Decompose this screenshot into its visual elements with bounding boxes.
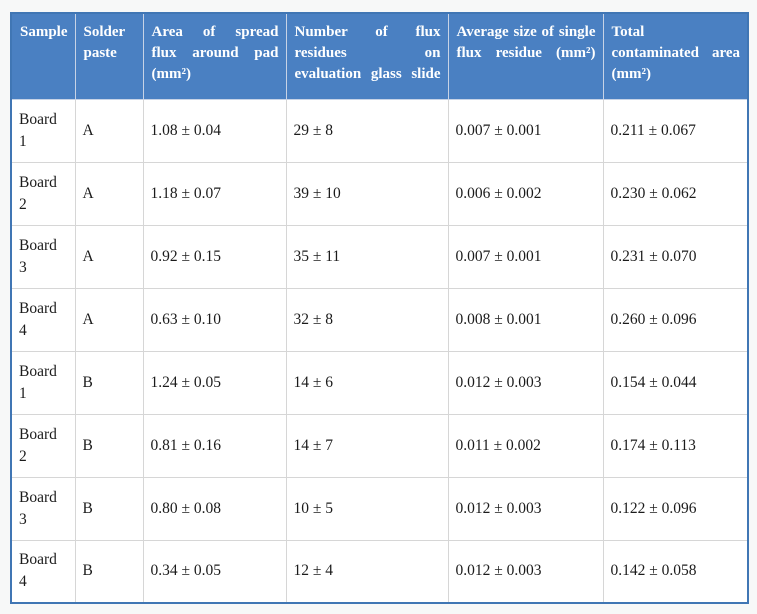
cell-avg: 0.008 ± 0.001	[447, 287, 604, 352]
cell-residues: 14 ± 6	[285, 350, 449, 415]
cell-avg: 0.007 ± 0.001	[447, 224, 604, 289]
cell-paste: A	[74, 161, 144, 226]
cell-avg: 0.007 ± 0.001	[447, 98, 604, 163]
cell-sample: Board 4	[10, 287, 76, 352]
table-header: Sample Solder paste Area of spread flux …	[10, 12, 749, 100]
flux-residue-table: Sample Solder paste Area of spread flux …	[10, 12, 749, 604]
cell-area: 0.81 ± 0.16	[142, 413, 287, 478]
cell-residues: 10 ± 5	[285, 476, 449, 541]
cell-total: 0.142 ± 0.058	[602, 539, 749, 604]
cell-residues: 32 ± 8	[285, 287, 449, 352]
cell-paste: B	[74, 350, 144, 415]
cell-paste: B	[74, 476, 144, 541]
cell-total: 0.174 ± 0.113	[602, 413, 749, 478]
cell-sample: Board 1	[10, 350, 76, 415]
cell-total: 0.230 ± 0.062	[602, 161, 749, 226]
cell-avg: 0.011 ± 0.002	[447, 413, 604, 478]
col-header-average-residue-size: Average size of single flux residue (mm²…	[447, 12, 604, 100]
table-row: Board 2 B 0.81 ± 0.16 14 ± 7 0.011 ± 0.002 0.…	[10, 413, 749, 478]
table-row: Board 1 B 1.24 ± 0.05 14 ± 6 0.012 ± 0.003 0.…	[10, 350, 749, 415]
cell-residues: 12 ± 4	[285, 539, 449, 604]
cell-paste: A	[74, 98, 144, 163]
cell-area: 0.63 ± 0.10	[142, 287, 287, 352]
cell-paste: B	[74, 539, 144, 604]
cell-total: 0.154 ± 0.044	[602, 350, 749, 415]
cell-area: 1.08 ± 0.04	[142, 98, 287, 163]
cell-avg: 0.012 ± 0.003	[447, 539, 604, 604]
cell-area: 0.92 ± 0.15	[142, 224, 287, 289]
cell-residues: 14 ± 7	[285, 413, 449, 478]
col-header-number-of-residues: Number of flux residues on evaluation gl…	[285, 12, 449, 100]
cell-sample: Board 3	[10, 224, 76, 289]
cell-total: 0.260 ± 0.096	[602, 287, 749, 352]
table-body: Board 1 A 1.08 ± 0.04 29 ± 8 0.007 ± 0.001 0.…	[10, 98, 749, 604]
cell-total: 0.122 ± 0.096	[602, 476, 749, 541]
cell-sample: Board 1	[10, 98, 76, 163]
table-row: Board 3 A 0.92 ± 0.15 35 ± 11 0.007 ± 0.001 0…	[10, 224, 749, 289]
col-header-total-contaminated: Total contaminated area (mm²)	[602, 12, 749, 100]
table-row: Board 4 B 0.34 ± 0.05 12 ± 4 0.012 ± 0.003 0.…	[10, 539, 749, 604]
cell-paste: A	[74, 224, 144, 289]
cell-avg: 0.012 ± 0.003	[447, 476, 604, 541]
cell-residues: 35 ± 11	[285, 224, 449, 289]
cell-area: 1.18 ± 0.07	[142, 161, 287, 226]
cell-sample: Board 4	[10, 539, 76, 604]
cell-paste: A	[74, 287, 144, 352]
cell-residues: 29 ± 8	[285, 98, 449, 163]
cell-total: 0.231 ± 0.070	[602, 224, 749, 289]
table-row: Board 1 A 1.08 ± 0.04 29 ± 8 0.007 ± 0.001 0.…	[10, 98, 749, 163]
table-row: Board 2 A 1.18 ± 0.07 39 ± 10 0.006 ± 0.002 0…	[10, 161, 749, 226]
col-header-area-of-spread-flux: Area of spread flux around pad (mm²)	[142, 12, 287, 100]
cell-area: 0.80 ± 0.08	[142, 476, 287, 541]
cell-avg: 0.006 ± 0.002	[447, 161, 604, 226]
cell-avg: 0.012 ± 0.003	[447, 350, 604, 415]
cell-total: 0.211 ± 0.067	[602, 98, 749, 163]
col-header-sample: Sample	[10, 12, 76, 100]
table-row: Board 4 A 0.63 ± 0.10 32 ± 8 0.008 ± 0.001 0.…	[10, 287, 749, 352]
col-header-solder-paste: Solder paste	[74, 12, 144, 100]
cell-area: 0.34 ± 0.05	[142, 539, 287, 604]
cell-sample: Board 2	[10, 161, 76, 226]
header-row: Sample Solder paste Area of spread flux …	[10, 12, 749, 100]
cell-sample: Board 2	[10, 413, 76, 478]
cell-area: 1.24 ± 0.05	[142, 350, 287, 415]
cell-residues: 39 ± 10	[285, 161, 449, 226]
cell-sample: Board 3	[10, 476, 76, 541]
table-row: Board 3 B 0.80 ± 0.08 10 ± 5 0.012 ± 0.003 0.…	[10, 476, 749, 541]
cell-paste: B	[74, 413, 144, 478]
